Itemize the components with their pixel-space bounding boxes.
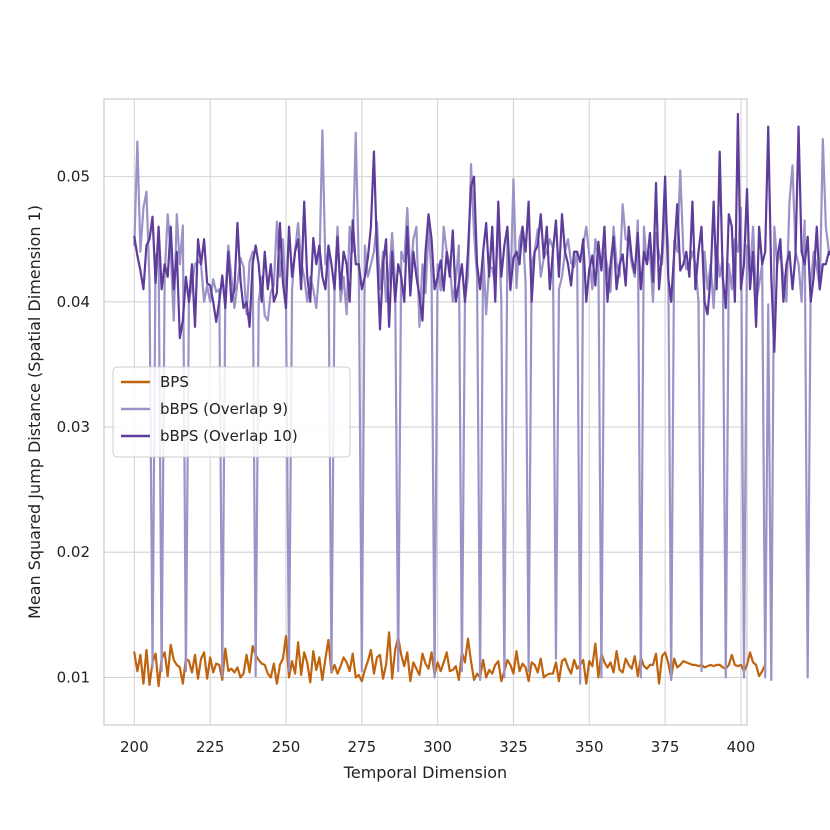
series-line-bps — [133, 631, 767, 688]
x-tick-label-250: 250 — [272, 738, 301, 756]
y-tick-label-0-05: 0.05 — [57, 168, 90, 186]
x-tick-label-350: 350 — [575, 738, 604, 756]
y-tick-label-0-02: 0.02 — [57, 543, 90, 561]
x-axis-label: Temporal Dimension — [343, 763, 507, 782]
series-line-bbps-overlap-10 — [133, 112, 830, 353]
x-tick-label-325: 325 — [499, 738, 528, 756]
x-tick-label-275: 275 — [347, 738, 376, 756]
x-tick-label-400: 400 — [727, 738, 756, 756]
series-lines — [133, 112, 830, 688]
tick-labels: 200 225 250 275 300 325 350 375 400 0.01 0.02 0.03 0… — [57, 168, 756, 756]
legend-box — [112, 366, 351, 458]
x-tick-label-375: 375 — [651, 738, 680, 756]
legend-label-bbps-overlap-10: bBPS (Overlap 10) — [160, 427, 298, 445]
legend: BPS bBPS (Overlap 9) bBPS (Overlap 10) — [112, 366, 351, 458]
y-tick-label-0-04: 0.04 — [57, 293, 90, 311]
y-axis-label: Mean Squared Jump Distance (Spatial Dime… — [25, 205, 44, 619]
x-tick-label-225: 225 — [196, 738, 225, 756]
x-tick-label-200: 200 — [120, 738, 149, 756]
legend-label-bps: BPS — [160, 373, 189, 391]
series-line-bbps-overlap-9 — [133, 129, 830, 685]
legend-label-bbps-overlap-9: bBPS (Overlap 9) — [160, 400, 288, 418]
y-tick-label-0-03: 0.03 — [57, 418, 90, 436]
y-tick-label-0-01: 0.01 — [57, 668, 90, 686]
plot-frame — [103, 98, 748, 726]
x-tick-label-300: 300 — [423, 738, 452, 756]
